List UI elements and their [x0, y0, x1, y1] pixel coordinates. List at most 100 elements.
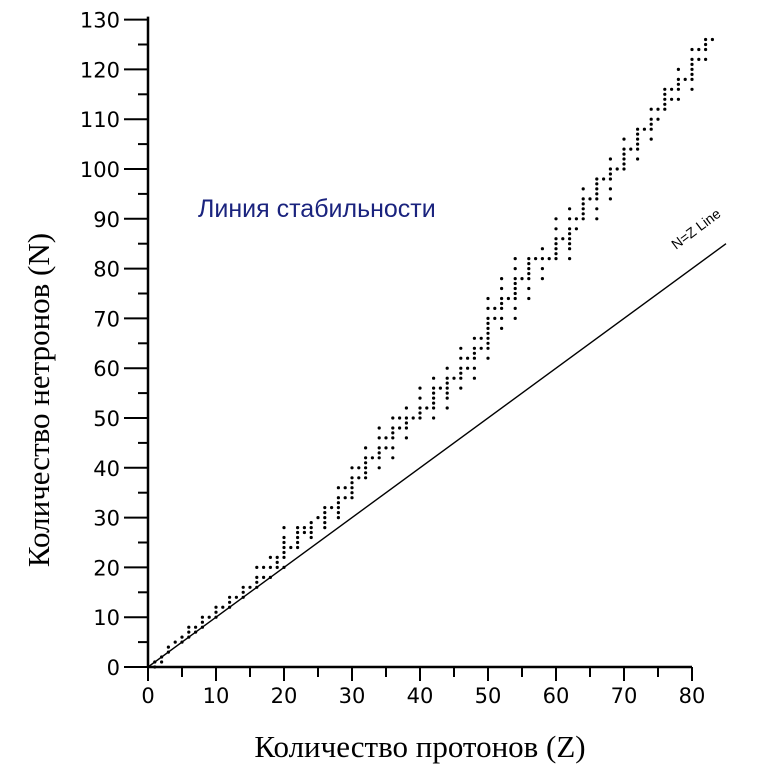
stability-point: [377, 456, 381, 460]
stability-point: [506, 296, 510, 301]
stability-point: [649, 137, 653, 141]
stability-point: [418, 406, 422, 410]
y-tick-label: 80: [93, 258, 120, 282]
stability-point: [432, 396, 436, 400]
stability-point: [676, 77, 681, 81]
stability-point: [622, 157, 626, 161]
stability-point: [364, 476, 368, 480]
stability-point: [187, 635, 191, 639]
stability-point: [241, 590, 245, 594]
stability-point: [500, 286, 504, 291]
stability-point: [568, 257, 572, 261]
stability-point: [282, 540, 286, 545]
stability-point: [268, 565, 272, 570]
stability-point: [595, 207, 599, 211]
stability-point: [486, 331, 490, 335]
stability-point: [296, 526, 300, 530]
stability-point: [309, 526, 313, 530]
stability-point: [282, 555, 286, 560]
stability-point: [275, 555, 279, 560]
stability-point: [336, 510, 340, 515]
stability-point: [513, 277, 517, 281]
stability-point: [636, 137, 640, 141]
stability-point: [275, 560, 279, 565]
stability-point: [649, 122, 653, 126]
stability-point: [200, 615, 204, 619]
stability-point: [676, 97, 681, 101]
x-tick-label: 10: [203, 684, 230, 708]
stability-point: [309, 535, 313, 540]
stability-point: [160, 655, 164, 659]
stability-point: [513, 267, 517, 271]
stability-point: [561, 237, 565, 241]
stability-point: [391, 431, 395, 435]
x-tick-label: 50: [475, 684, 502, 708]
stability-point: [581, 212, 585, 216]
stability-point: [568, 242, 572, 246]
stability-point: [282, 565, 286, 570]
stability-point: [520, 277, 524, 281]
stability-point: [472, 356, 476, 360]
stability-point: [214, 605, 218, 609]
stability-point: [568, 237, 572, 241]
stability-point: [459, 386, 463, 390]
stability-point: [527, 286, 531, 291]
stability-point: [398, 426, 402, 430]
stability-point: [221, 605, 225, 609]
stability-point: [704, 47, 708, 52]
stability-point: [670, 97, 674, 101]
stability-point: [364, 471, 368, 475]
stability-point: [432, 416, 436, 420]
stability-point: [248, 585, 252, 589]
stability-point: [384, 436, 388, 440]
stability-point: [649, 117, 653, 121]
stability-point: [500, 296, 504, 301]
stability-point: [527, 262, 531, 266]
stability-point: [581, 207, 585, 211]
stability-point: [153, 660, 157, 664]
stability-point: [493, 316, 497, 320]
stability-point: [187, 630, 191, 634]
stability-point: [472, 346, 476, 350]
stability-point: [432, 376, 436, 380]
stability-point: [262, 565, 266, 570]
stability-point: [466, 366, 470, 370]
stability-point: [513, 291, 517, 296]
stability-point: [194, 630, 198, 634]
stability-point: [554, 217, 558, 221]
stability-point: [214, 615, 218, 619]
stability-point: [173, 640, 177, 644]
stability-point: [663, 87, 667, 91]
stability-point: [255, 565, 259, 570]
y-tick-label: 120: [80, 58, 120, 82]
stability-point: [364, 461, 368, 465]
stability-point: [527, 267, 531, 271]
stability-point: [663, 97, 667, 101]
stability-point: [160, 660, 164, 664]
stability-point: [336, 496, 340, 500]
stability-point: [343, 486, 347, 490]
stability-point: [282, 526, 286, 530]
stability-point: [500, 301, 504, 306]
stability-point: [513, 316, 517, 320]
y-tick-label: 90: [93, 208, 120, 232]
stability-point: [608, 197, 613, 201]
stability-point: [554, 242, 558, 246]
stability-point: [622, 152, 626, 156]
stability-point: [180, 635, 184, 639]
stability-point: [153, 665, 157, 669]
y-tick-label: 0: [107, 656, 120, 680]
stability-point: [581, 187, 585, 191]
stability-point: [418, 416, 422, 420]
stability-point: [608, 177, 613, 181]
stability-point: [255, 585, 259, 589]
stability-point: [486, 316, 490, 320]
stability-label: Линия стабильности: [198, 195, 436, 223]
stability-point: [391, 436, 395, 440]
y-tick-label: 110: [80, 108, 120, 132]
stability-point: [214, 610, 218, 614]
stability-point: [466, 356, 470, 360]
stability-point: [323, 506, 327, 510]
stability-point: [418, 396, 422, 400]
